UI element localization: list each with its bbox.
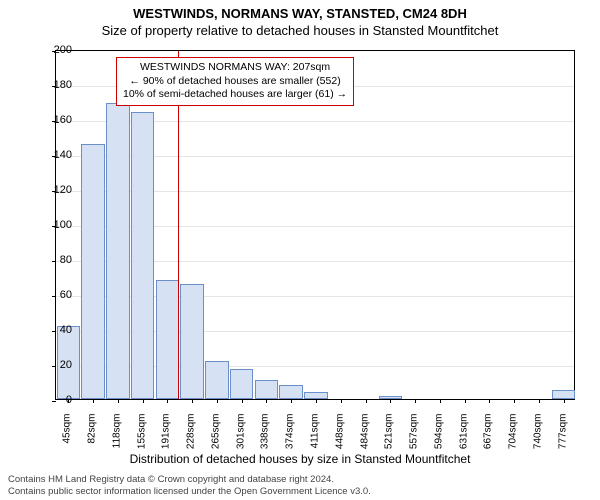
x-tick-label: 265sqm [210,414,221,464]
footer-line1: Contains HM Land Registry data © Crown c… [8,474,371,486]
x-tick-label: 521sqm [384,414,395,464]
x-tick-mark [390,399,391,403]
x-tick-mark [167,399,168,403]
y-tick-label: 120 [32,184,72,196]
bar [81,144,105,400]
bar [106,103,130,399]
annotation-line1: WESTWINDS NORMANS WAY: 207sqm [123,61,347,75]
y-tick-label: 0 [32,394,72,406]
x-tick-label: 411sqm [310,414,321,464]
bar [156,280,180,399]
x-tick-label: 191sqm [161,414,172,464]
x-tick-label: 667sqm [483,414,494,464]
x-tick-mark [291,399,292,403]
x-tick-mark [143,399,144,403]
bar [255,380,279,399]
x-tick-mark [93,399,94,403]
x-tick-label: 448sqm [334,414,345,464]
x-tick-label: 301sqm [235,414,246,464]
x-tick-label: 155sqm [136,414,147,464]
bar [205,361,229,400]
x-tick-mark [514,399,515,403]
x-tick-label: 118sqm [111,414,122,464]
x-tick-mark [564,399,565,403]
y-tick-label: 60 [32,289,72,301]
x-tick-mark [192,399,193,403]
x-tick-mark [118,399,119,403]
x-tick-label: 45sqm [62,414,73,464]
x-tick-label: 82sqm [87,414,98,464]
bar [131,112,155,399]
x-tick-label: 374sqm [285,414,296,464]
x-tick-label: 777sqm [557,414,568,464]
bar [304,392,328,399]
y-tick-label: 180 [32,79,72,91]
chart-title-sub: Size of property relative to detached ho… [0,21,600,38]
bar [180,284,204,400]
x-tick-mark [489,399,490,403]
x-tick-mark [415,399,416,403]
chart-title-main: WESTWINDS, NORMANS WAY, STANSTED, CM24 8… [0,0,600,21]
x-tick-label: 338sqm [260,414,271,464]
x-tick-mark [465,399,466,403]
x-tick-mark [440,399,441,403]
y-tick-label: 200 [32,44,72,56]
x-tick-mark [266,399,267,403]
annotation-line2: ← 90% of detached houses are smaller (55… [123,75,347,89]
x-tick-label: 557sqm [409,414,420,464]
x-tick-label: 228sqm [186,414,197,464]
y-tick-label: 140 [32,149,72,161]
x-tick-mark [242,399,243,403]
x-tick-mark [217,399,218,403]
x-tick-mark [539,399,540,403]
y-tick-label: 80 [32,254,72,266]
x-tick-label: 704sqm [508,414,519,464]
footer-line2: Contains public sector information licen… [8,486,371,498]
y-tick-label: 100 [32,219,72,231]
bar [279,385,303,399]
y-tick-label: 20 [32,359,72,371]
x-tick-label: 740sqm [532,414,543,464]
y-tick-label: 40 [32,324,72,336]
bar [552,390,576,399]
x-tick-mark [316,399,317,403]
footer-attribution: Contains HM Land Registry data © Crown c… [8,474,371,498]
x-tick-label: 594sqm [433,414,444,464]
x-tick-label: 484sqm [359,414,370,464]
x-tick-label: 631sqm [458,414,469,464]
plot-area: WESTWINDS NORMANS WAY: 207sqm ← 90% of d… [55,50,575,400]
annotation-box: WESTWINDS NORMANS WAY: 207sqm ← 90% of d… [116,57,354,106]
x-tick-mark [366,399,367,403]
y-tick-label: 160 [32,114,72,126]
annotation-line3: 10% of semi-detached houses are larger (… [123,88,347,102]
bar [230,369,254,399]
x-tick-mark [341,399,342,403]
